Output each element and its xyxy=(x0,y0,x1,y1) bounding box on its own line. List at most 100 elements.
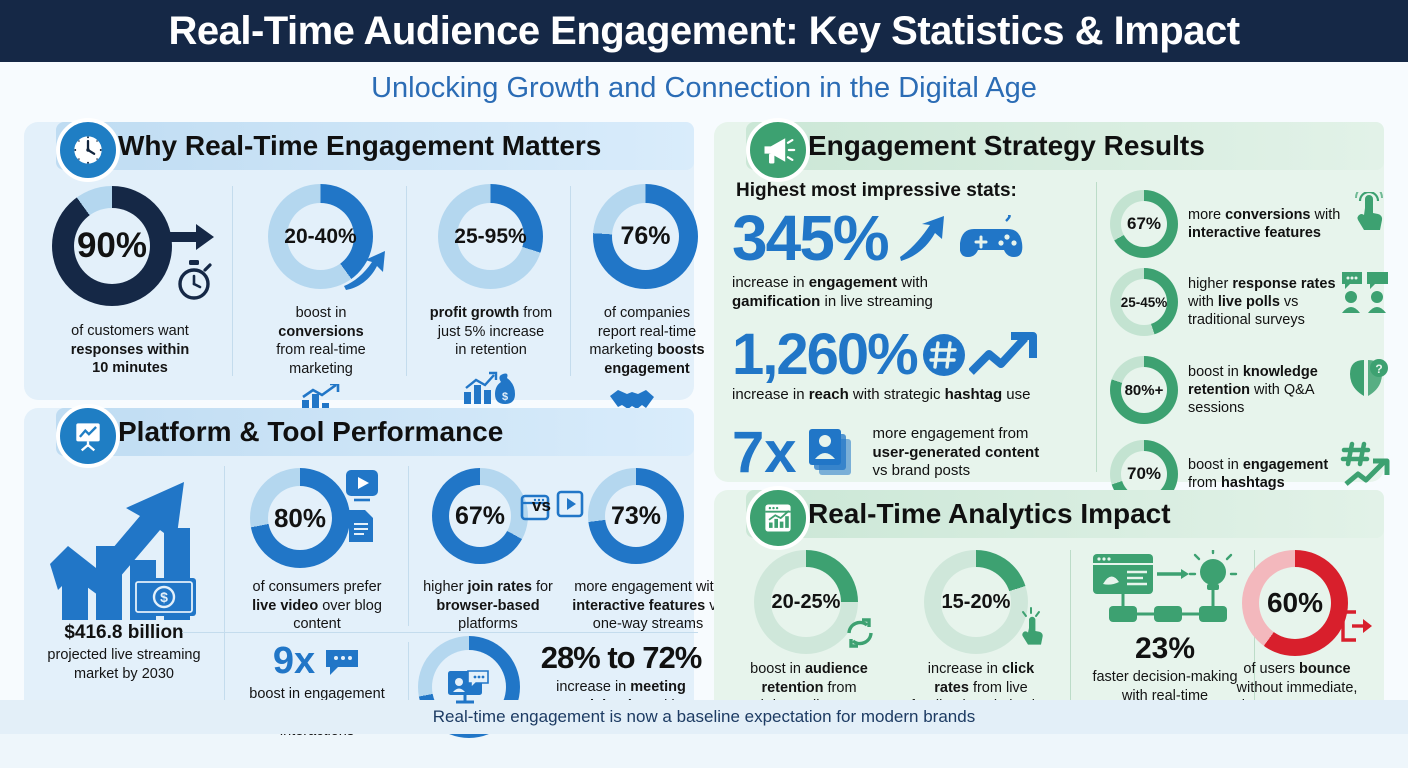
stat-card: 76% of companies report real-time marketin… xyxy=(576,182,726,410)
arrow-right-icon xyxy=(168,224,214,250)
stat-value: 345% xyxy=(732,202,890,274)
big-stat-card: 1,260% increase in reach with strategic … xyxy=(732,326,1152,405)
click-hand-icon xyxy=(1022,607,1043,645)
donut-chart: 73% xyxy=(588,468,684,564)
trend-arrow-icon xyxy=(968,332,1037,375)
user-cards-icon xyxy=(808,429,851,475)
poll-people-icon xyxy=(1342,272,1388,313)
stat-value: 90% xyxy=(76,226,148,265)
page-title: Real-Time Audience Engagement: Key Stati… xyxy=(168,8,1240,53)
stat-caption: of companies report real-time marketing bo… xyxy=(589,305,705,377)
divider xyxy=(182,632,698,633)
panel-why-header: Why Real-Time Engagement Matters xyxy=(56,118,694,182)
panel-platform-title: Platform & Tool Performance xyxy=(118,416,504,447)
stat-caption: more engagement from user-generated conte… xyxy=(872,424,1040,480)
panel-platform-header: Platform & Tool Performance xyxy=(56,404,694,468)
panel-platform-tool-performance: Platform & Tool Performance $ $416.8 bil… xyxy=(24,404,724,739)
list-item: 25-45% higher response rates with live po… xyxy=(1110,268,1388,336)
infographic-board: Why Real-Time Engagement Matters 90% xyxy=(0,114,1408,739)
stat-value: 20-25% xyxy=(771,590,841,613)
bar-chart-arrow-icon: $ xyxy=(50,482,196,620)
stat-value: 28% to 72% xyxy=(540,640,703,676)
panel-analytics-header: Real-Time Analytics Impact xyxy=(746,486,1384,550)
stat-caption: more engagement with interactive features… xyxy=(572,579,724,633)
donut-chart: 67% xyxy=(1110,190,1178,258)
page-subtitle-bar: Unlocking Growth and Connection in the D… xyxy=(0,62,1408,114)
browser-window-icon xyxy=(520,494,550,521)
panel-strategy-title: Engagement Strategy Results xyxy=(808,130,1205,161)
market-caption: projected live streaming market by 2030 xyxy=(47,647,201,682)
clock-icon xyxy=(56,118,120,182)
divider xyxy=(408,466,409,626)
divider xyxy=(1070,550,1071,714)
stat-value: 9x xyxy=(272,640,316,682)
stat-value: 7x xyxy=(732,420,797,485)
donut-chart: 20-40% xyxy=(268,184,373,289)
stat-caption: of consumers prefer live video over blog c… xyxy=(252,579,382,633)
panel-platform-content: $ $416.8 billion projected live streamin… xyxy=(24,460,724,739)
divider xyxy=(1096,182,1097,472)
panel-real-time-analytics-impact: Real-Time Analytics Impact 20-25% xyxy=(714,486,1384,726)
stat-card: 80% of consumers pre xyxy=(232,464,402,634)
market-value: $416.8 billion xyxy=(64,622,184,643)
stat-caption: profit growth from just 5% increase in ret… xyxy=(429,305,553,359)
stat-value: 25-95% xyxy=(454,224,527,248)
hashtag-arrow-icon xyxy=(1340,441,1390,486)
stat-value: 70% xyxy=(1126,464,1162,483)
stat-card: 67% higher join rates for browser-based pl… xyxy=(414,464,562,634)
stat-value: 73% xyxy=(610,501,662,530)
megaphone-icon xyxy=(746,118,810,182)
footer-bar: Real-time engagement is now a baseline e… xyxy=(0,700,1408,734)
stat-caption: of customers want responses within 10 min… xyxy=(70,323,190,377)
svg-text:?: ? xyxy=(1375,362,1382,376)
refresh-cycle-icon xyxy=(847,618,873,648)
donut-chart: 15-20% xyxy=(924,550,1028,654)
divider xyxy=(408,642,409,716)
video-document-icon xyxy=(346,470,378,502)
panel-why-content: 90% of customers want responses within 10… xyxy=(24,174,705,413)
stat-card: 20-40% boost in conversions from real-time… xyxy=(246,182,396,414)
vs-label: vs xyxy=(532,496,551,515)
exit-door-icon xyxy=(1341,610,1372,642)
divider xyxy=(570,186,571,376)
svg-text:$: $ xyxy=(160,589,168,605)
stat-value: 76% xyxy=(620,222,671,250)
stat-card: 73% more engagement with interactive feat… xyxy=(572,464,724,634)
panel-engagement-strategy-results: Engagement Strategy Results Highest most… xyxy=(714,118,1390,508)
curved-arrow-icon xyxy=(344,251,385,290)
panel-strategy-header: Engagement Strategy Results xyxy=(746,118,1384,182)
list-item: 67% more conversions with interactive fea… xyxy=(1110,190,1383,258)
divider xyxy=(232,186,233,376)
list-item-text: boost in knowledge retention with Q&A sess… xyxy=(1188,363,1318,417)
workflow-lightbulb-icon xyxy=(1093,550,1238,622)
donut-chart: 80% xyxy=(250,468,350,568)
panel-strategy-content: Highest most impressive stats: 345% xyxy=(714,174,1390,508)
donut-chart: 25-45% xyxy=(1110,268,1178,336)
list-item-text: higher response rates with live polls vs t… xyxy=(1188,275,1336,329)
stat-value: 23% xyxy=(1134,632,1196,665)
page-header: Real-Time Audience Engagement: Key Stati… xyxy=(0,0,1408,62)
list-item-text: boost in engagement from hashtags xyxy=(1188,456,1329,491)
panel-why-title: Why Real-Time Engagement Matters xyxy=(118,130,602,161)
page-subtitle: Unlocking Growth and Connection in the D… xyxy=(371,71,1037,104)
donut-chart: 80%+ xyxy=(1110,356,1178,424)
money-growth-icon: $ xyxy=(464,371,515,404)
donut-chart: 25-95% xyxy=(438,184,543,289)
brain-question-icon: ? xyxy=(1350,359,1388,396)
stat-value: 15-20% xyxy=(941,590,1011,613)
stat-value: 80% xyxy=(273,502,327,533)
panel-analytics-title: Real-Time Analytics Impact xyxy=(808,498,1171,529)
divider xyxy=(406,186,407,376)
stat-value: 25-45% xyxy=(1120,294,1168,310)
stat-value: 60% xyxy=(1266,587,1324,618)
big-stat-card: 345% increase in e xyxy=(732,206,1132,312)
donut-chart: 67% xyxy=(432,468,528,564)
game-controller-icon xyxy=(959,215,1022,257)
stat-value: 67% xyxy=(454,501,506,530)
svg-text:$: $ xyxy=(502,391,508,403)
hashtag-icon xyxy=(922,334,965,376)
document-icon xyxy=(349,510,373,542)
big-stat-card: 7x more engagement from user-generated co… xyxy=(732,424,1152,482)
list-item: 80%+ boost in knowledge retention with Q&… xyxy=(1110,356,1388,424)
